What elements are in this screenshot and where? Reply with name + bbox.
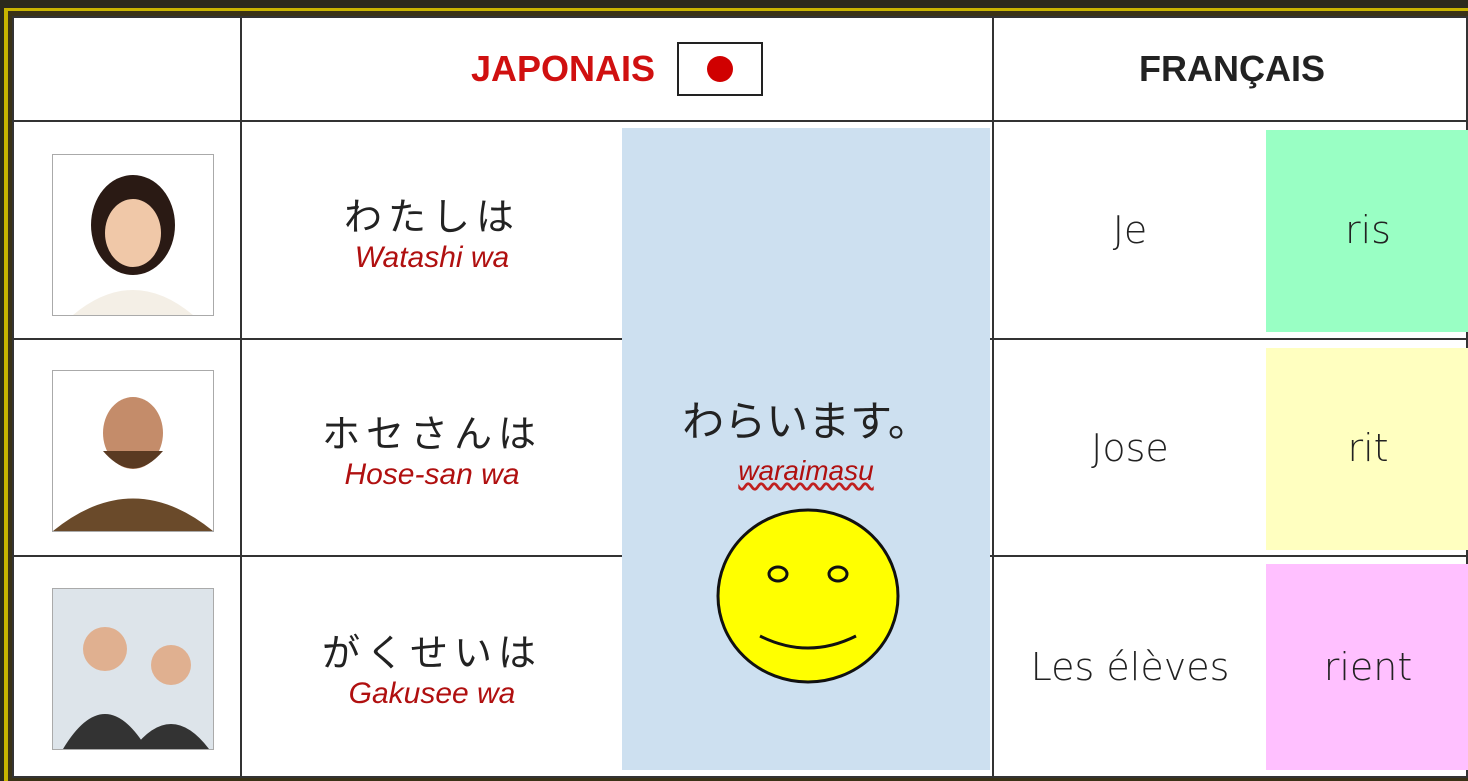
- grid-line: [240, 18, 242, 776]
- verb-cell-green: [1266, 130, 1468, 332]
- french-verb: rient: [1266, 557, 1468, 776]
- french-text: rient: [1323, 644, 1413, 689]
- romaji: Hose-san wa: [344, 458, 520, 491]
- french-text: Les élèves: [1030, 644, 1230, 689]
- french-text: rit: [1347, 425, 1389, 470]
- verb-cell-pink: [1266, 564, 1468, 770]
- grid-line: [14, 338, 622, 340]
- verb-cell-yellow: [1266, 348, 1468, 550]
- french-text: ris: [1345, 208, 1391, 252]
- japanese-subject: がくせいは Gakusee wa: [242, 557, 622, 776]
- japanese-verb: わらいます。 waraimasu: [622, 388, 990, 487]
- header-label: FRANÇAIS: [1139, 48, 1325, 89]
- french-text: Je: [1112, 208, 1148, 252]
- romaji: Watashi wa: [354, 240, 510, 274]
- header-french: FRANÇAIS: [994, 18, 1468, 120]
- french-verb: rit: [1266, 340, 1468, 555]
- grid-line: [14, 555, 622, 557]
- header-japanese: JAPONAIS: [242, 18, 992, 120]
- grid-line: [990, 338, 1468, 340]
- kana: ホセさんは: [321, 414, 542, 456]
- japanese-subject: ホセさんは Hose-san wa: [242, 340, 622, 555]
- romaji: Gakusee wa: [348, 677, 516, 710]
- grid-line: [992, 18, 994, 776]
- french-verb: ris: [1266, 122, 1468, 338]
- french-subject: Jose: [994, 340, 1266, 555]
- french-subject: Les élèves: [994, 557, 1266, 776]
- romaji: waraimasu: [738, 455, 874, 486]
- grid-line: [990, 555, 1468, 557]
- grid-line: [14, 120, 1468, 122]
- photo-students: [52, 588, 214, 750]
- japanese-subject: わたしは Watashi wa: [242, 122, 622, 338]
- kana: がくせいは: [321, 633, 542, 675]
- table: JAPONAIS FRANÇAIS わたしは Watashi wa ホセさんは …: [12, 16, 1468, 778]
- french-text: Jose: [1091, 425, 1169, 470]
- photo-woman: [52, 154, 214, 316]
- header-label: JAPONAIS: [470, 48, 656, 89]
- french-subject: Je: [994, 122, 1266, 338]
- japan-flag: [677, 42, 764, 96]
- kana: わらいます。: [682, 398, 930, 445]
- kana: わたしは: [343, 196, 520, 239]
- photo-man: [52, 370, 214, 532]
- smiley: [716, 508, 900, 684]
